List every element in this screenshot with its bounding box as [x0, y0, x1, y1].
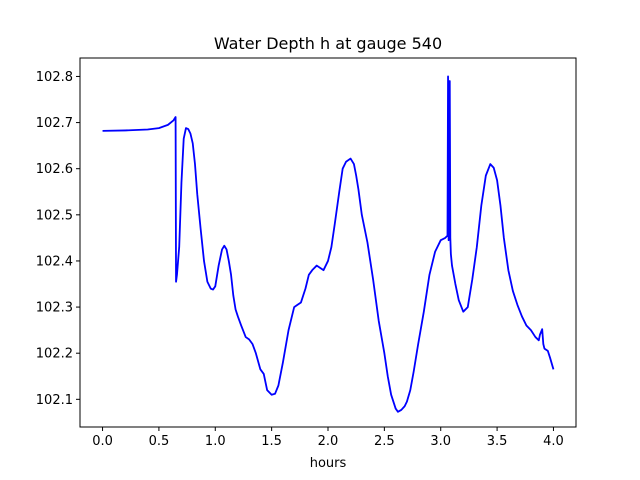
y-tick-label: 102.8	[36, 70, 73, 85]
x-tick-label: 3.0	[430, 434, 451, 449]
x-tick-label: 4.0	[543, 434, 564, 449]
x-tick-label: 1.5	[261, 434, 282, 449]
x-axis-label: hours	[310, 456, 347, 471]
y-tick-label: 102.2	[36, 347, 73, 362]
y-tick-label: 102.5	[36, 208, 73, 223]
y-tick-label: 102.7	[36, 116, 73, 131]
y-axis: 102.1 102.2 102.3 102.4 102.5 102.6 102.7 102.8	[36, 70, 80, 408]
x-tick-label: 2.0	[318, 434, 339, 449]
y-tick-label: 102.3	[36, 301, 73, 316]
x-tick-label: 3.5	[487, 434, 508, 449]
x-tick-label: 2.5	[374, 434, 395, 449]
plot-frame	[79, 57, 577, 428]
x-tick-label: 1.0	[205, 434, 226, 449]
x-tick-label: 0.5	[149, 434, 170, 449]
x-axis: 0.0 0.5 1.0 1.5 2.0 2.5 3.0 3.5 4.0	[92, 427, 564, 449]
y-tick-label: 102.6	[36, 162, 73, 177]
series-line	[102, 75, 555, 413]
y-tick-label: 102.4	[36, 254, 73, 269]
y-tick-label: 102.1	[36, 393, 73, 408]
chart-title: Water Depth h at gauge 540	[214, 34, 442, 53]
x-tick-label: 0.0	[92, 434, 113, 449]
plot-area	[102, 75, 555, 413]
